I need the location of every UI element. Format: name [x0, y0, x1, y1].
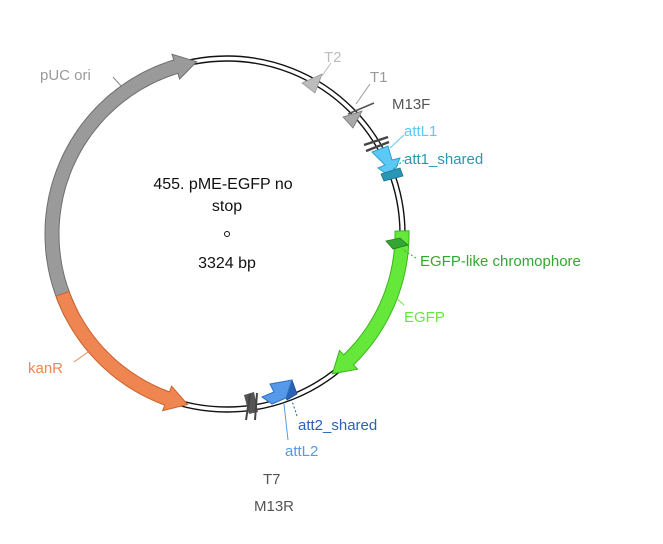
t1-label: T1	[370, 69, 388, 86]
chromophore-marker[interactable]	[385, 237, 409, 250]
att1-shared-marker[interactable]	[380, 167, 404, 182]
t7-label: T7	[263, 471, 281, 488]
t1-marker[interactable]	[342, 110, 363, 129]
plasmid-name-line1: 455. pME-EGFP no	[153, 176, 292, 193]
att2-shared-label: att2_shared	[298, 417, 377, 434]
m13f-label: M13F	[392, 96, 430, 113]
leader-lines	[73, 62, 417, 441]
t2-label: T2	[324, 49, 342, 66]
kanr-label: kanR	[28, 360, 63, 377]
puc-ori-label: pUC ori	[40, 67, 91, 84]
plasmid-name-line2: stop	[212, 198, 242, 215]
att1-shared-label: att1_shared	[404, 151, 483, 168]
attl2-label: attL2	[285, 443, 318, 460]
t7-m13r-marker[interactable]	[244, 392, 258, 421]
puc-ori-arrow[interactable]	[44, 53, 198, 318]
chromophore-label: EGFP-like chromophore	[420, 253, 581, 270]
plasmid-length: 3324 bp	[198, 255, 256, 272]
attl2-arrow[interactable]	[260, 379, 293, 405]
center-origin-dot	[224, 231, 230, 237]
kanr-arrow[interactable]	[55, 290, 189, 412]
egfp-label: EGFP	[404, 309, 445, 326]
attl1-label: attL1	[404, 123, 437, 140]
t2-marker[interactable]	[301, 73, 323, 94]
m13r-label: M13R	[254, 498, 294, 515]
m13f-marker[interactable]	[347, 102, 390, 153]
egfp-arrow[interactable]	[331, 230, 410, 375]
